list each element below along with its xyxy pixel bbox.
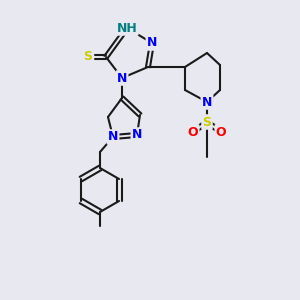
Text: N: N	[117, 71, 127, 85]
Text: N: N	[108, 130, 118, 143]
Text: O: O	[216, 125, 226, 139]
Text: S: S	[83, 50, 92, 64]
Text: N: N	[132, 128, 142, 142]
Text: NH: NH	[117, 22, 137, 34]
Text: S: S	[202, 116, 211, 128]
Text: N: N	[147, 37, 157, 50]
Text: O: O	[188, 125, 198, 139]
Text: N: N	[202, 95, 212, 109]
